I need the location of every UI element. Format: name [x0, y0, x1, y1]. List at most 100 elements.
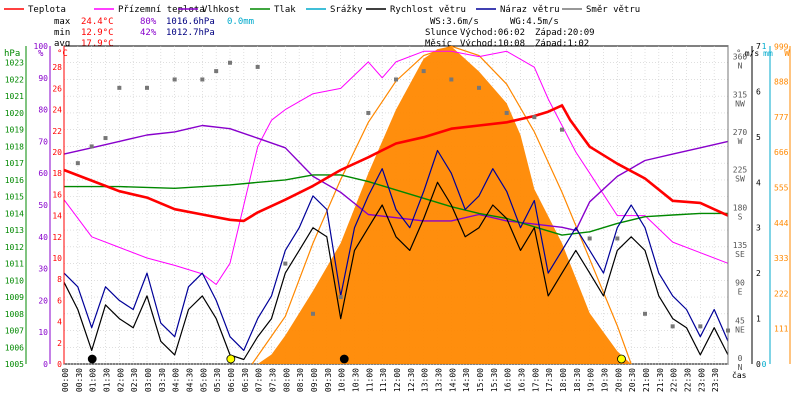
wind-speed-line [63, 181, 729, 361]
solar-tick: 222 [774, 289, 789, 298]
wind-direction-point [615, 236, 620, 241]
wind-direction-point [366, 110, 371, 115]
time-tick: 20:00 [614, 368, 623, 392]
humidity-tick: 40 [38, 233, 48, 242]
stats-label: avg [54, 39, 70, 49]
wind-direction-point [670, 324, 675, 329]
wind-direction-point [145, 85, 149, 90]
time-tick: 00:00 [61, 368, 70, 392]
legend-label: Směr větru [586, 5, 640, 15]
time-tick: 22:00 [670, 368, 679, 392]
solar-tick: 999 [774, 42, 789, 51]
temperature-tick: 6 [57, 296, 62, 305]
wind-direction-point [228, 60, 232, 65]
humidity-tick: 70 [38, 137, 48, 146]
legend-label: Vlhkost [202, 5, 240, 15]
legend-label: Rychlost větru [390, 5, 466, 15]
wind-direction-tick: 315 [733, 90, 748, 99]
wind-direction-point [449, 77, 454, 82]
wind-direction-point [394, 77, 398, 82]
stat-value: 80% [140, 17, 157, 27]
wind-direction-point [255, 64, 260, 69]
stat-value: Západ:20:09 [535, 28, 595, 38]
legend-label: Srážky [330, 5, 363, 15]
temperature-tick: 2 [57, 339, 62, 348]
pressure-tick: 1009 [5, 293, 24, 302]
solar-tick: 333 [774, 254, 789, 263]
time-tick: 10:30 [352, 368, 361, 392]
wind-direction-label: S [738, 212, 743, 221]
time-axis-label: čas [732, 370, 747, 380]
pressure-tick: 1008 [5, 310, 24, 319]
time-tick: 19:00 [587, 368, 596, 392]
wind-direction-point [283, 261, 288, 266]
moon-rise-marker [339, 354, 349, 364]
solar-tick: 777 [774, 113, 789, 122]
pressure-tick: 1013 [5, 226, 24, 235]
solar-max-line [251, 45, 632, 365]
stat-value: WG:4.5m/s [510, 17, 559, 27]
humidity-tick: 80 [38, 106, 48, 115]
humidity-line [63, 124, 729, 232]
time-tick: 05:00 [199, 368, 208, 392]
time-tick: 07:00 [255, 368, 264, 392]
time-tick: 06:00 [227, 368, 236, 392]
wind-speed-tick: 4 [756, 178, 761, 187]
rain-tick: 1 [762, 42, 767, 51]
stat-value: 24.4°C [81, 17, 114, 27]
wind-direction-axis-unit: ° [736, 49, 741, 59]
wind-direction-point [560, 127, 564, 132]
wind-direction-label: N [738, 363, 743, 372]
temperature-tick: 10 [52, 254, 62, 263]
wind-direction-tick: 270 [733, 128, 748, 137]
stat-value: Východ:06:02 [460, 28, 525, 38]
stat-value: Západ:1:02 [535, 39, 589, 49]
temperature-tick: 22 [52, 127, 62, 136]
time-tick: 03:00 [144, 368, 153, 392]
pressure-tick: 1012 [5, 243, 24, 252]
wind-direction-point [214, 69, 219, 74]
time-tick: 04:30 [186, 368, 195, 392]
time-tick: 09:30 [324, 368, 333, 392]
temperature-line [63, 104, 729, 223]
time-tick: 21:00 [642, 368, 651, 392]
wind-speed-axis-unit: m/s [745, 49, 760, 58]
wind-direction-point [698, 324, 703, 329]
wind-direction-point [338, 295, 343, 300]
pressure-tick: 1010 [5, 276, 24, 285]
wind-direction-point [643, 311, 647, 316]
wind-direction-point [477, 85, 481, 90]
pressure-tick: 1021 [5, 92, 24, 101]
time-tick: 21:30 [656, 368, 665, 392]
time-tick: 04:00 [172, 368, 181, 392]
pressure-tick: 1016 [5, 176, 24, 185]
wind-direction-tick: 360 [733, 53, 748, 62]
pressure-tick: 1020 [5, 109, 24, 118]
time-tick: 14:30 [462, 368, 471, 392]
wind-direction-point [587, 236, 592, 241]
wind-direction-label: W [738, 137, 743, 146]
pressure-tick: 1014 [5, 209, 24, 218]
time-tick: 16:00 [504, 368, 513, 392]
time-tick: 17:00 [531, 368, 540, 392]
wind-direction-point [532, 115, 537, 120]
solar-tick: 888 [774, 78, 789, 87]
stat-value: 1016.6hPa [166, 17, 215, 27]
humidity-tick: 0 [43, 360, 48, 369]
temperature-tick: 26 [52, 84, 62, 93]
stats-label: min [54, 28, 70, 38]
stat-value: WS:3.6m/s [430, 17, 479, 27]
wind-direction-tick: 90 [735, 279, 745, 288]
solar-tick: 111 [774, 325, 789, 334]
temperature-tick: 8 [57, 275, 62, 284]
wind-direction-point [117, 85, 122, 90]
wind-speed-tick: 0 [756, 360, 761, 369]
humidity-tick: 20 [38, 296, 48, 305]
time-tick: 05:30 [213, 368, 222, 392]
stat-value: 12.9°C [81, 28, 114, 38]
wind-speed-tick: 2 [756, 269, 761, 278]
wind-direction-point [200, 77, 205, 82]
pressure-tick: 1023 [5, 59, 24, 68]
wind-direction-point [89, 144, 94, 149]
